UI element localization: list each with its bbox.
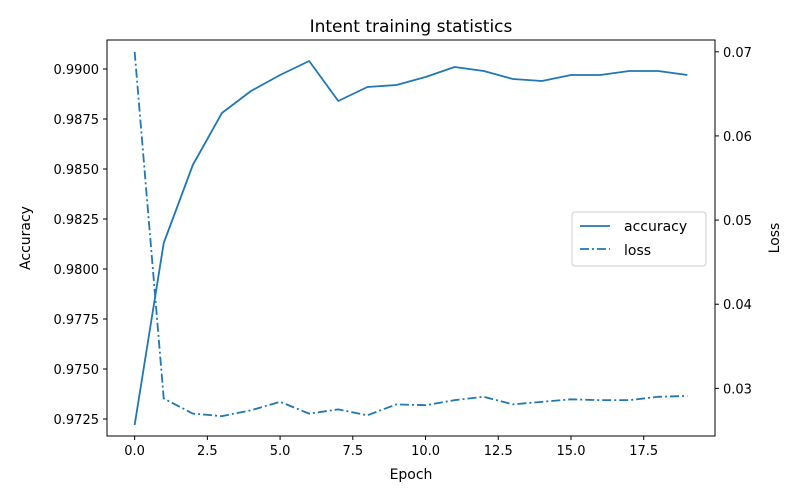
y-left-tick-label: 0.9875 bbox=[54, 113, 100, 128]
chart-title: Intent training statistics bbox=[310, 17, 513, 37]
x-tick-label: 15.0 bbox=[557, 444, 586, 459]
y-left-axis-label: Accuracy bbox=[18, 206, 34, 270]
plot-frame bbox=[106, 39, 716, 437]
series-line-loss bbox=[133, 51, 688, 418]
x-tick-label: 17.5 bbox=[629, 444, 658, 459]
y-left-tick-label: 0.9900 bbox=[54, 63, 100, 78]
x-tick-label: 2.5 bbox=[197, 444, 218, 459]
x-tick-label: 5.0 bbox=[270, 444, 291, 459]
y-left-tick-label: 0.9800 bbox=[54, 263, 100, 278]
y-left-axis-ticks: 0.9725 0.9750 0.9775 0.9800 0.9825 0.9850 0.98… bbox=[54, 63, 107, 428]
legend-accuracy-label: accuracy bbox=[624, 219, 687, 235]
series-layer bbox=[133, 51, 688, 426]
x-tick-label: 10.0 bbox=[411, 444, 440, 459]
y-right-axis-ticks: 0.03 0.04 0.05 0.06 0.07 bbox=[715, 46, 752, 397]
y-right-tick-label: 0.06 bbox=[723, 130, 752, 145]
y-left-tick-label: 0.9825 bbox=[54, 213, 100, 228]
x-tick-label: 7.5 bbox=[342, 444, 363, 459]
series-line-accuracy bbox=[133, 60, 688, 426]
x-axis-label: Epoch bbox=[390, 467, 433, 483]
y-left-tick-label: 0.9725 bbox=[54, 413, 100, 428]
y-right-axis-label: Loss bbox=[767, 223, 783, 254]
y-left-tick-label: 0.9850 bbox=[54, 163, 100, 178]
legend: accuracy loss bbox=[571, 211, 707, 267]
x-tick-label: 0.0 bbox=[124, 444, 145, 459]
legend-loss-label: loss bbox=[624, 243, 651, 259]
y-left-tick-label: 0.9750 bbox=[54, 363, 100, 378]
y-right-tick-label: 0.05 bbox=[723, 214, 752, 229]
x-tick-label: 12.5 bbox=[484, 444, 513, 459]
y-right-tick-label: 0.07 bbox=[723, 46, 752, 61]
y-right-tick-label: 0.03 bbox=[723, 382, 752, 397]
y-right-tick-label: 0.04 bbox=[723, 298, 752, 313]
y-left-tick-label: 0.9775 bbox=[54, 313, 100, 328]
x-axis-ticks: 0.0 2.5 5.0 7.5 10.0 12.5 15.0 17.5 bbox=[124, 436, 658, 459]
